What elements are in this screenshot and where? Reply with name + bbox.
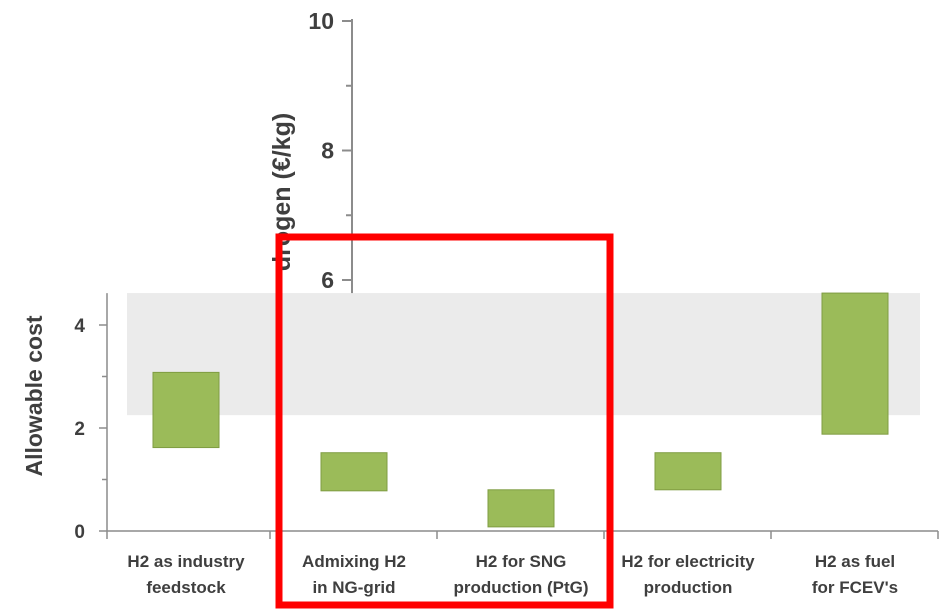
y-tick-label: 0 [74,522,85,543]
range-bar [320,452,388,492]
x-axis: H2 as industry feedstock Admixing H2 in NG-… [106,530,939,597]
highlight-box [275,233,614,609]
reference-band [127,293,920,416]
x-category-label-line: H2 for electricity [621,552,755,571]
range-bar [821,292,889,435]
range-bar [152,371,220,449]
upper-y-tick-label: 10 [308,8,334,34]
upper-y-tick-label: 6 [321,267,334,293]
x-category-label-line: Admixing H2 [302,552,406,571]
y-tick-label: 4 [74,316,85,337]
x-category-label: H2 for electricity production [621,552,755,597]
highlight-layer [275,233,614,609]
range-bar [487,489,555,528]
x-category-label: H2 as industry feedstock [127,552,245,597]
range-bar [654,452,722,491]
x-category-label-line: feedstock [146,578,226,597]
x-category-label-line: for FCEV's [812,578,898,597]
x-category-label: H2 as fuel for FCEV's [812,552,898,597]
x-category-label-line: in NG-grid [312,578,395,597]
x-category-label-line: H2 as fuel [815,552,895,571]
x-category-label-line: H2 as industry [127,552,245,571]
x-category-label: H2 for SNG production (PtG) [453,552,588,597]
y-axis-title: Allowable cost [21,315,47,476]
x-category-label: Admixing H2 in NG-grid [302,552,406,597]
upper-y-tick-label: 8 [321,138,334,164]
x-category-label-line: H2 for SNG [476,552,567,571]
x-category-label-line: production (PtG) [453,578,588,597]
y-tick-label: 2 [74,419,85,440]
lower-y-axis: 0 2 4 Allowable cost [21,293,108,543]
x-category-label-line: production [644,578,733,597]
reference-band-layer [127,293,920,416]
bars [152,292,889,528]
